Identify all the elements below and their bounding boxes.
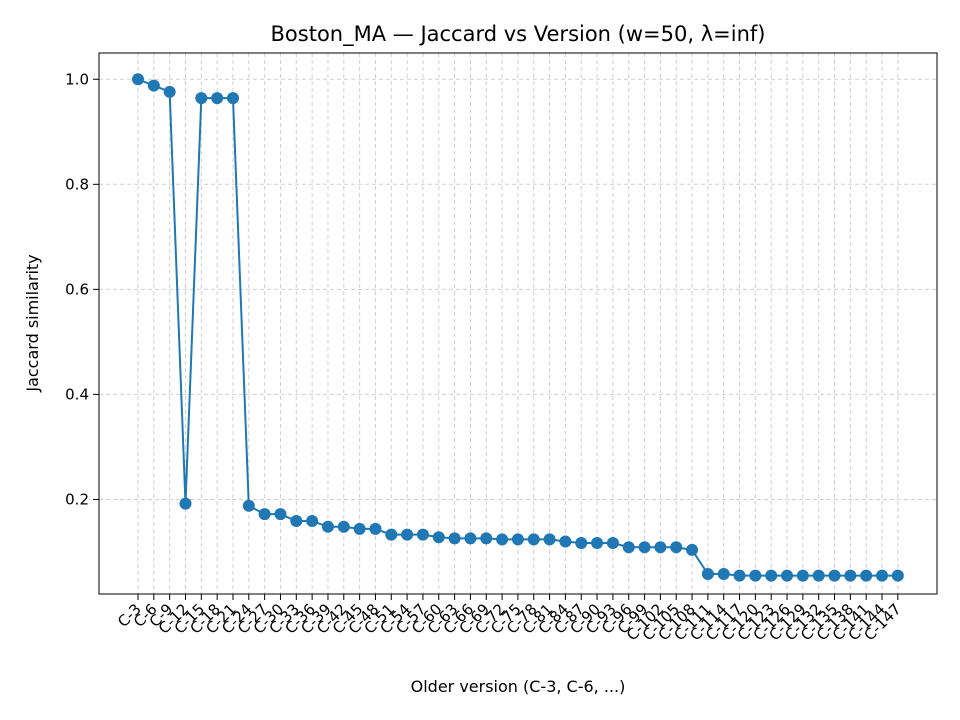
data-point bbox=[844, 569, 857, 582]
data-point bbox=[385, 528, 398, 541]
data-point bbox=[353, 522, 366, 535]
data-point bbox=[654, 541, 667, 554]
data-point bbox=[765, 569, 778, 582]
data-point bbox=[274, 508, 287, 521]
y-tick-label: 0.4 bbox=[65, 385, 89, 403]
data-point bbox=[622, 541, 635, 554]
data-point bbox=[480, 532, 493, 545]
chart-title: Boston_MA — Jaccard vs Version (w=50, λ=… bbox=[271, 22, 766, 47]
data-point bbox=[132, 73, 144, 86]
data-point bbox=[733, 569, 746, 582]
data-point bbox=[195, 92, 208, 105]
y-axis-ticks: 0.2 0.4 0.6 0.8 1.0 bbox=[65, 70, 99, 508]
data-point bbox=[337, 520, 350, 533]
plot-area-frame bbox=[98, 52, 938, 595]
x-axis-ticks: C-3C-6C-9C-12C-15C-18C-21C-24C-27C-30C-3… bbox=[114, 594, 905, 644]
data-point bbox=[670, 541, 683, 554]
data-point bbox=[543, 533, 556, 546]
data-point bbox=[242, 499, 255, 512]
y-tick-label: 0.8 bbox=[65, 175, 89, 193]
data-point bbox=[416, 528, 429, 541]
data-point bbox=[527, 533, 540, 546]
grid-lines bbox=[99, 53, 937, 594]
data-point bbox=[179, 497, 192, 510]
data-point bbox=[211, 92, 224, 105]
data-point bbox=[448, 532, 461, 545]
data-point bbox=[496, 533, 509, 546]
data-point bbox=[701, 568, 714, 581]
data-point bbox=[306, 514, 319, 527]
data-point bbox=[147, 79, 160, 92]
data-point bbox=[749, 569, 762, 582]
data-point bbox=[401, 528, 414, 541]
data-point bbox=[796, 569, 809, 582]
data-point bbox=[606, 537, 619, 550]
data-point bbox=[464, 532, 477, 545]
data-point bbox=[876, 569, 889, 582]
data-point bbox=[321, 520, 334, 533]
data-point bbox=[226, 92, 239, 105]
data-point bbox=[638, 541, 651, 554]
data-point bbox=[559, 535, 572, 548]
data-points bbox=[132, 73, 904, 582]
data-point bbox=[686, 543, 699, 556]
data-point bbox=[891, 569, 904, 582]
y-tick-label: 0.6 bbox=[65, 280, 89, 298]
x-axis-label: Older version (C-3, C-6, ...) bbox=[411, 677, 626, 696]
data-point bbox=[511, 533, 524, 546]
data-point bbox=[258, 508, 271, 521]
y-tick-label: 0.2 bbox=[65, 490, 89, 508]
data-point bbox=[575, 537, 588, 550]
y-tick-label: 1.0 bbox=[65, 70, 89, 88]
data-point bbox=[591, 537, 604, 550]
data-point bbox=[828, 569, 841, 582]
data-point bbox=[717, 568, 730, 581]
data-point bbox=[812, 569, 825, 582]
data-point bbox=[860, 569, 873, 582]
y-axis-label: Jaccard similarity bbox=[23, 254, 42, 392]
data-point bbox=[163, 85, 176, 98]
data-point bbox=[290, 514, 303, 527]
data-point bbox=[781, 569, 794, 582]
data-point bbox=[432, 531, 445, 544]
data-point bbox=[369, 522, 382, 535]
